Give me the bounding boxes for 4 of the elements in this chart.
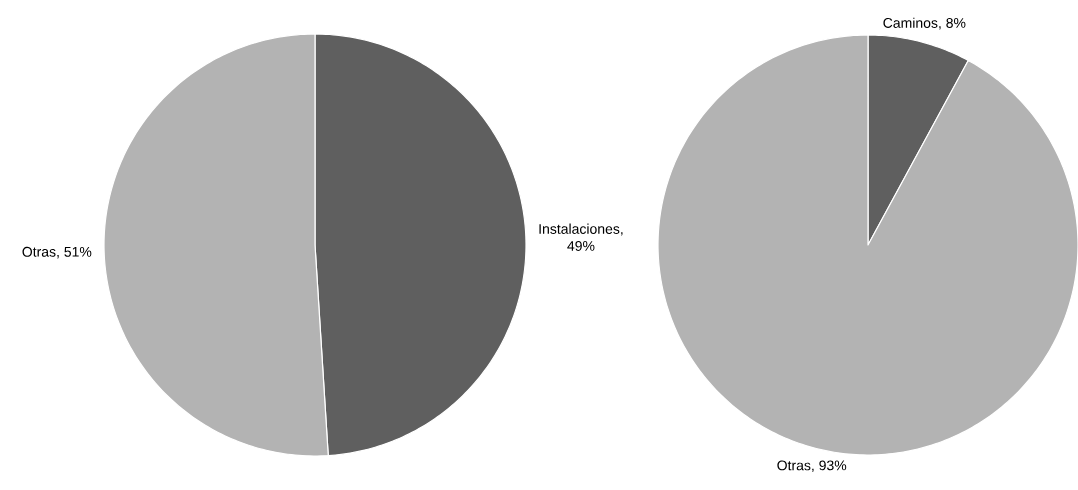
data-label: Otras, 51% <box>22 246 92 259</box>
data-label: Caminos, 8% <box>883 17 966 30</box>
data-label: Otras, 93% <box>777 460 847 472</box>
data-label: Instalaciones, 49% <box>539 223 623 251</box>
